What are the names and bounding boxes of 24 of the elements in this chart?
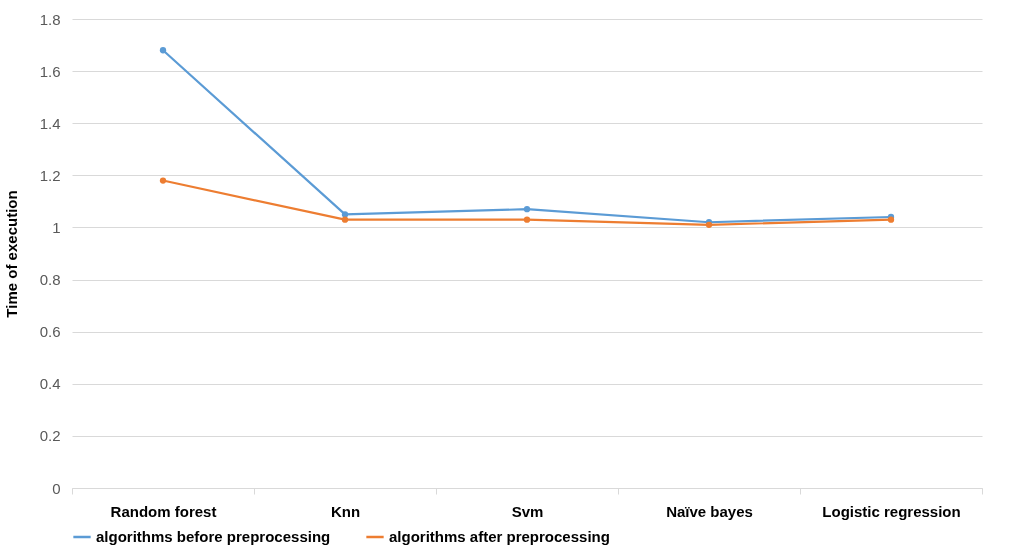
x-tick-label: Random forest xyxy=(110,502,217,520)
y-tick-label: 1.4 xyxy=(39,114,61,132)
y-tick-label: 0.2 xyxy=(39,427,61,445)
y-tick-label: 0.4 xyxy=(39,375,61,393)
y-tick-label: 0.8 xyxy=(39,271,61,289)
legend-label: algorithms before preprocessing xyxy=(96,528,331,545)
point xyxy=(159,47,167,54)
y-tick-label: 1.2 xyxy=(39,166,61,184)
point xyxy=(523,206,531,213)
x-tick-label: Naïve bayes xyxy=(666,502,753,520)
y-tick-label: 0.6 xyxy=(39,323,61,341)
y-tick-label: 1.6 xyxy=(39,62,61,80)
y-axis-title: Time of execution xyxy=(2,190,20,318)
legend-label: algorithms after preprocessing xyxy=(389,528,610,545)
point xyxy=(341,216,349,223)
point xyxy=(159,177,167,184)
x-tick-label: Svm xyxy=(511,502,544,520)
x-tick-label: Knn xyxy=(330,502,361,520)
point xyxy=(523,216,531,223)
point xyxy=(341,211,349,218)
y-tick-label: 1.8 xyxy=(39,10,61,28)
y-tick-label: 0 xyxy=(52,479,61,497)
x-tick-label: Logistic regression xyxy=(822,502,961,520)
y-tick-label: 1 xyxy=(52,218,61,236)
